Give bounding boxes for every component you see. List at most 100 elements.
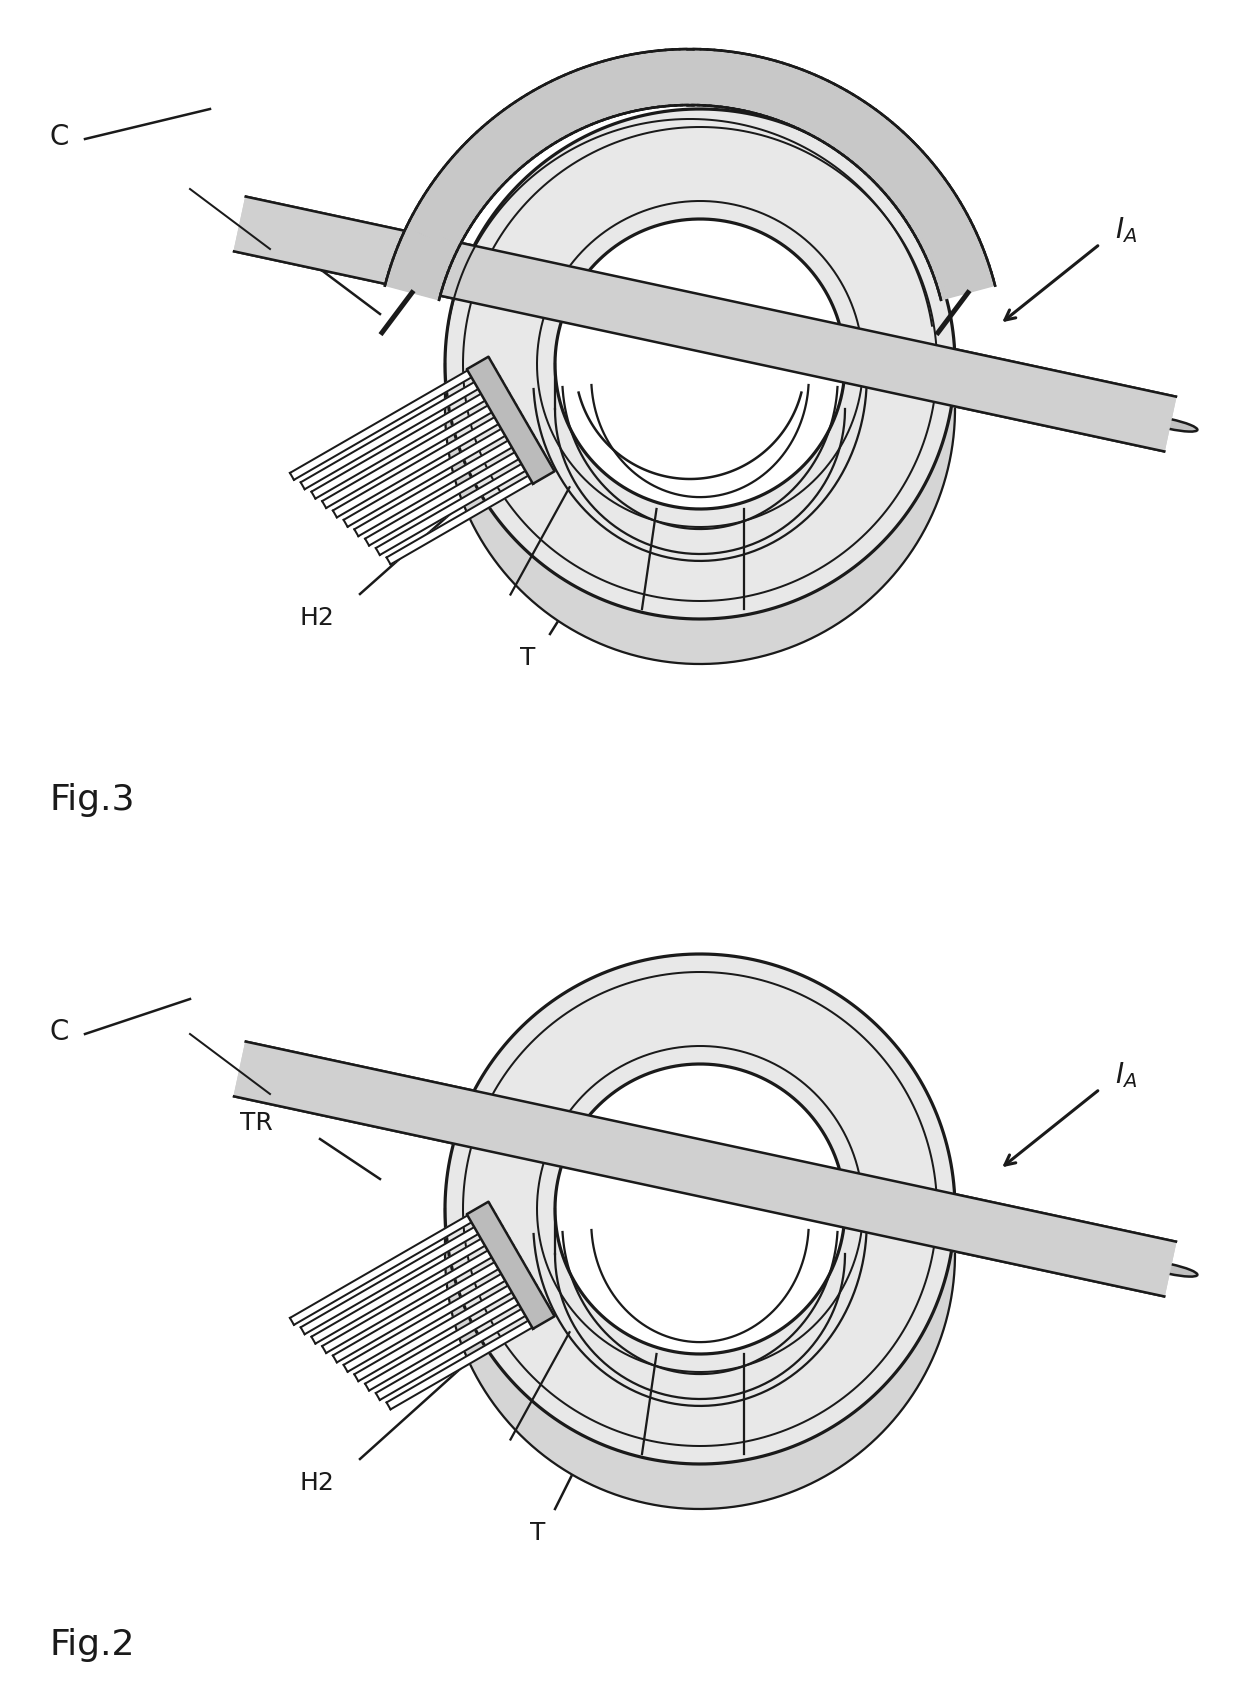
Polygon shape <box>505 106 542 155</box>
Polygon shape <box>393 253 448 279</box>
Polygon shape <box>311 1226 507 1344</box>
Polygon shape <box>673 51 682 106</box>
Polygon shape <box>487 120 528 167</box>
Polygon shape <box>639 54 653 110</box>
Polygon shape <box>873 144 918 186</box>
Polygon shape <box>771 66 796 122</box>
Polygon shape <box>808 84 841 137</box>
Polygon shape <box>813 88 847 140</box>
Polygon shape <box>604 61 625 117</box>
Polygon shape <box>766 64 789 120</box>
Polygon shape <box>556 220 844 510</box>
Polygon shape <box>937 274 993 296</box>
Polygon shape <box>445 110 955 620</box>
Polygon shape <box>598 62 620 118</box>
Polygon shape <box>913 203 963 236</box>
Polygon shape <box>556 1064 844 1355</box>
Polygon shape <box>658 51 671 108</box>
Polygon shape <box>527 91 562 144</box>
Polygon shape <box>885 159 931 199</box>
Polygon shape <box>666 51 676 106</box>
Polygon shape <box>300 1214 500 1334</box>
Polygon shape <box>823 96 858 147</box>
Polygon shape <box>424 191 474 226</box>
Polygon shape <box>365 1285 541 1390</box>
Polygon shape <box>852 120 893 167</box>
Polygon shape <box>906 191 956 226</box>
Polygon shape <box>516 100 552 150</box>
Text: Fig.2: Fig.2 <box>50 1627 135 1660</box>
Text: C: C <box>50 1017 69 1045</box>
Polygon shape <box>435 174 484 213</box>
Polygon shape <box>590 64 614 120</box>
Polygon shape <box>909 198 960 231</box>
Polygon shape <box>777 69 802 123</box>
Polygon shape <box>558 76 587 130</box>
Polygon shape <box>472 133 515 179</box>
Polygon shape <box>866 133 908 179</box>
Polygon shape <box>625 56 642 111</box>
Polygon shape <box>365 441 541 546</box>
Polygon shape <box>930 247 985 274</box>
Text: $I_A$: $I_A$ <box>1115 1059 1137 1089</box>
Polygon shape <box>744 57 763 113</box>
Polygon shape <box>389 267 444 289</box>
Polygon shape <box>384 280 440 301</box>
Polygon shape <box>869 138 913 182</box>
Polygon shape <box>578 69 603 123</box>
Polygon shape <box>727 54 742 110</box>
Polygon shape <box>932 253 987 279</box>
Polygon shape <box>618 57 636 113</box>
Polygon shape <box>915 209 967 242</box>
Polygon shape <box>391 260 446 284</box>
Polygon shape <box>332 405 520 519</box>
Polygon shape <box>234 1042 1176 1297</box>
Polygon shape <box>631 54 647 110</box>
Polygon shape <box>611 59 630 115</box>
Polygon shape <box>645 52 658 108</box>
Polygon shape <box>838 106 875 155</box>
Polygon shape <box>290 1203 494 1326</box>
Polygon shape <box>799 79 828 132</box>
Polygon shape <box>234 1042 1176 1297</box>
Polygon shape <box>510 103 547 152</box>
Polygon shape <box>407 221 460 252</box>
Polygon shape <box>376 1297 547 1400</box>
Polygon shape <box>794 76 822 130</box>
Polygon shape <box>818 91 853 144</box>
Text: H1: H1 <box>730 606 765 630</box>
Polygon shape <box>556 220 844 510</box>
Text: H1: H1 <box>730 1469 765 1495</box>
Polygon shape <box>936 267 991 289</box>
Text: C: C <box>50 123 69 150</box>
Text: TR: TR <box>241 236 273 260</box>
Polygon shape <box>355 429 533 537</box>
Polygon shape <box>463 144 507 186</box>
Polygon shape <box>722 52 735 108</box>
Polygon shape <box>398 240 453 269</box>
Polygon shape <box>923 228 976 257</box>
Polygon shape <box>343 417 527 527</box>
Polygon shape <box>467 138 511 182</box>
Polygon shape <box>572 71 598 125</box>
Polygon shape <box>755 61 776 117</box>
Polygon shape <box>311 382 507 500</box>
Polygon shape <box>918 216 970 247</box>
Polygon shape <box>498 111 537 159</box>
Polygon shape <box>432 181 481 218</box>
Polygon shape <box>847 115 887 164</box>
Polygon shape <box>552 79 582 132</box>
Polygon shape <box>322 1238 513 1353</box>
Polygon shape <box>925 235 980 263</box>
Polygon shape <box>413 209 465 242</box>
Polygon shape <box>494 115 533 164</box>
Polygon shape <box>539 84 572 137</box>
Polygon shape <box>709 51 722 108</box>
Polygon shape <box>920 221 973 252</box>
Polygon shape <box>404 228 458 257</box>
Polygon shape <box>445 1255 955 1508</box>
Polygon shape <box>477 128 520 174</box>
Polygon shape <box>733 54 749 110</box>
Text: $I_A$: $I_A$ <box>1115 215 1137 245</box>
Polygon shape <box>458 149 502 191</box>
